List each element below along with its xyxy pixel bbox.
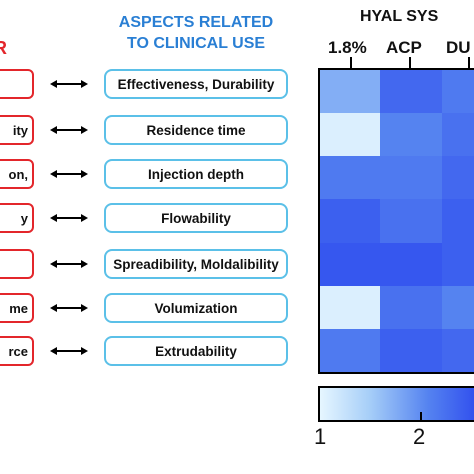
heatmap-cell [442,242,474,287]
clinical-aspect-box: Volumization [104,293,288,323]
double-arrow-icon [50,126,88,134]
heatmap-cell [442,285,474,330]
clinical-aspect-box: Injection depth [104,159,288,189]
heatmap-cell [380,113,442,157]
heatmap-cell [442,70,474,114]
heatmap-column-tick [468,57,470,69]
clinical-aspect-label: Spreadibility, Moldalibility [113,256,279,272]
heatmap-cell [320,328,380,372]
heatmap-cell [442,156,474,200]
heatmap-cell [380,242,442,287]
double-arrow-icon [50,347,88,355]
clinical-aspect-box: Extrudability [104,336,288,366]
colorbar [318,386,474,422]
heatmap-column-tick [350,57,352,69]
colorbar-tick-label: 1 [314,424,327,449]
heatmap-grid [318,68,474,374]
left-item-label: ity [12,122,28,138]
colorbar-tick [420,412,422,422]
clinical-aspect-label: Injection depth [148,166,244,182]
clinical-aspect-label: Effectiveness, Durability [117,76,275,92]
middle-panel-title: ASPECTS RELATED TO CLINICAL USE [104,12,288,54]
colorbar-tick-label: 2 [413,424,426,449]
heatmap-cell [320,199,380,244]
left-item-box: y [0,203,34,233]
clinical-aspect-box: Residence time [104,115,288,145]
double-arrow-icon [50,170,88,178]
heatmap-column-label: DU [446,38,471,57]
heatmap-column-label: ACP [386,38,422,57]
clinical-aspect-label: Volumization [154,300,238,316]
left-item-box: on, [0,159,34,189]
left-item-label: on, [8,166,29,182]
colorbar-tick [318,412,320,422]
double-arrow-icon [50,80,88,88]
clinical-aspect-box: Spreadibility, Moldalibility [104,249,288,279]
clinical-aspect-box: Effectiveness, Durability [104,69,288,99]
heatmap-cell [442,199,474,244]
middle-title-line2: TO CLINICAL USE [126,35,266,52]
heatmap-cell [380,199,442,244]
heatmap-column-label: 1.8% [328,38,367,57]
left-item-label: y [20,210,28,226]
heatmap-cell [320,70,380,114]
middle-title-line1: ASPECTS RELATED [118,14,274,31]
heatmap-cell [320,242,380,287]
heatmap-cell [380,156,442,200]
left-item-box: ity [0,115,34,145]
double-arrow-icon [50,214,88,222]
double-arrow-icon [50,260,88,268]
left-item-box [0,69,34,99]
clinical-aspect-label: Extrudability [155,343,237,359]
left-item-box: me [0,293,34,323]
left-item-label: rce [8,343,28,359]
heatmap-cell [320,285,380,330]
heatmap-column-tick [409,57,411,69]
heatmap-cell [380,328,442,372]
heatmap-cell [320,113,380,157]
left-item-box: rce [0,336,34,366]
heatmap-cell [320,156,380,200]
left-item-box [0,249,34,279]
heatmap-cell [380,70,442,114]
left-panel-title: R [0,38,7,58]
double-arrow-icon [50,304,88,312]
clinical-aspect-label: Flowability [161,210,231,226]
clinical-aspect-box: Flowability [104,203,288,233]
left-item-label: me [9,300,28,316]
heatmap-cell [442,328,474,372]
heatmap-cell [442,113,474,157]
heatmap-cell [380,285,442,330]
clinical-aspect-label: Residence time [146,122,246,138]
heatmap-title: HYAL SYS [360,8,439,25]
